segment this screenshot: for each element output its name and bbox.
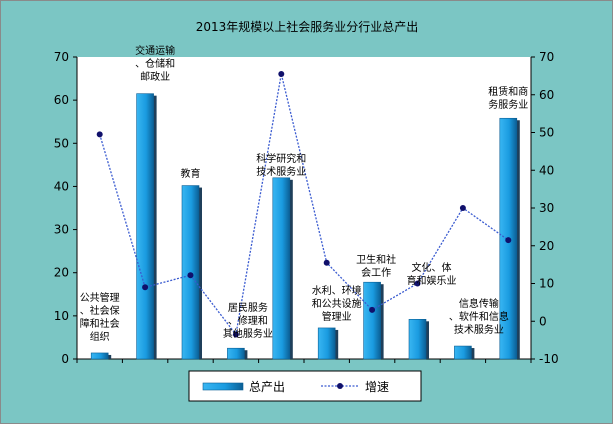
growth-point — [459, 205, 466, 211]
growth-point — [414, 280, 421, 287]
category-label-line: 居民服务 — [228, 301, 268, 314]
left-tick-label: 50 — [54, 136, 69, 150]
category-label-line: 会工作 — [361, 266, 391, 279]
category-label-line: 信息传输 — [459, 297, 499, 310]
category-label-line: 租赁和商 — [488, 85, 528, 98]
right-tick-label: 30 — [539, 201, 554, 215]
left-tick-label: 20 — [54, 266, 69, 280]
legend-line-label: 增速 — [365, 380, 389, 394]
category-label-line: 文化、体 — [412, 261, 452, 274]
category-label-line: 邮政业 — [140, 70, 170, 83]
category-label-line: 、社会保 — [80, 304, 120, 317]
right-tick-label: -10 — [539, 352, 559, 366]
left-tick-label: 60 — [54, 93, 69, 107]
bar — [227, 347, 245, 360]
category-label-line: 公共管理 — [80, 291, 120, 304]
bar — [363, 281, 381, 360]
right-tick-label: 50 — [539, 126, 554, 140]
category-label-line: 教育 — [181, 167, 201, 180]
bar — [408, 319, 427, 360]
growth-line-path — [99, 73, 509, 337]
category-label-line: 技术服务业 — [454, 323, 504, 336]
bar — [272, 177, 291, 360]
left-tick-label: 30 — [54, 223, 69, 237]
legend-line-marker — [337, 383, 343, 389]
category-label-line: 组织 — [90, 330, 110, 343]
growth-point — [187, 272, 194, 279]
chart-title: 2013年规模以上社会服务业分行业总产出 — [196, 19, 419, 34]
growth-point — [96, 131, 103, 138]
growth-point — [505, 237, 512, 244]
right-tick-label: 60 — [539, 88, 554, 102]
category-label-line: 卫生和社 — [356, 253, 396, 266]
category-label-line: 其他服务业 — [223, 327, 273, 340]
legend-bar-label: 总产出 — [249, 380, 285, 394]
right-tick-label: 20 — [539, 239, 554, 253]
growth-point — [278, 70, 285, 77]
category-label-line: 、软件和信息 — [449, 310, 509, 323]
right-tick-label: 10 — [539, 277, 554, 291]
right-tick-label: 0 — [539, 314, 547, 328]
category-label-line: 管理业 — [322, 310, 352, 323]
category-label-line: 交通运输 — [135, 44, 175, 57]
right-tick-label: 70 — [539, 50, 554, 64]
category-label-line: 科学研究和 — [256, 152, 306, 165]
category-label-line: 育和娱乐业 — [407, 274, 457, 287]
bar — [90, 352, 109, 360]
bar — [317, 327, 336, 360]
growth-point — [232, 331, 239, 338]
category-label-line: 技术服务业 — [256, 165, 306, 178]
growth-point — [142, 284, 149, 291]
left-tick-label: 10 — [54, 309, 69, 323]
growth-point — [369, 306, 376, 313]
category-label-line: 障和社会 — [80, 317, 120, 330]
left-tick-label: 70 — [54, 50, 69, 64]
category-label-line: 、仓储和 — [135, 57, 175, 70]
category-label-line: 务服务业 — [488, 98, 528, 111]
left-tick-label: 0 — [61, 352, 69, 366]
growth-point — [323, 259, 330, 266]
category-label: 教育 — [181, 167, 201, 180]
bar — [454, 345, 472, 360]
category-label-line: 、修理和 — [228, 314, 268, 327]
right-tick-label: 40 — [539, 163, 554, 177]
legend-bar-swatch — [202, 382, 244, 391]
category-label-line: 和公共设施 — [312, 297, 362, 310]
category-label-line: 水利、环境 — [312, 284, 362, 297]
left-tick-label: 40 — [54, 179, 69, 193]
growth-line — [96, 70, 512, 338]
legend: 总产出 增速 — [188, 370, 422, 402]
bar — [136, 93, 154, 360]
